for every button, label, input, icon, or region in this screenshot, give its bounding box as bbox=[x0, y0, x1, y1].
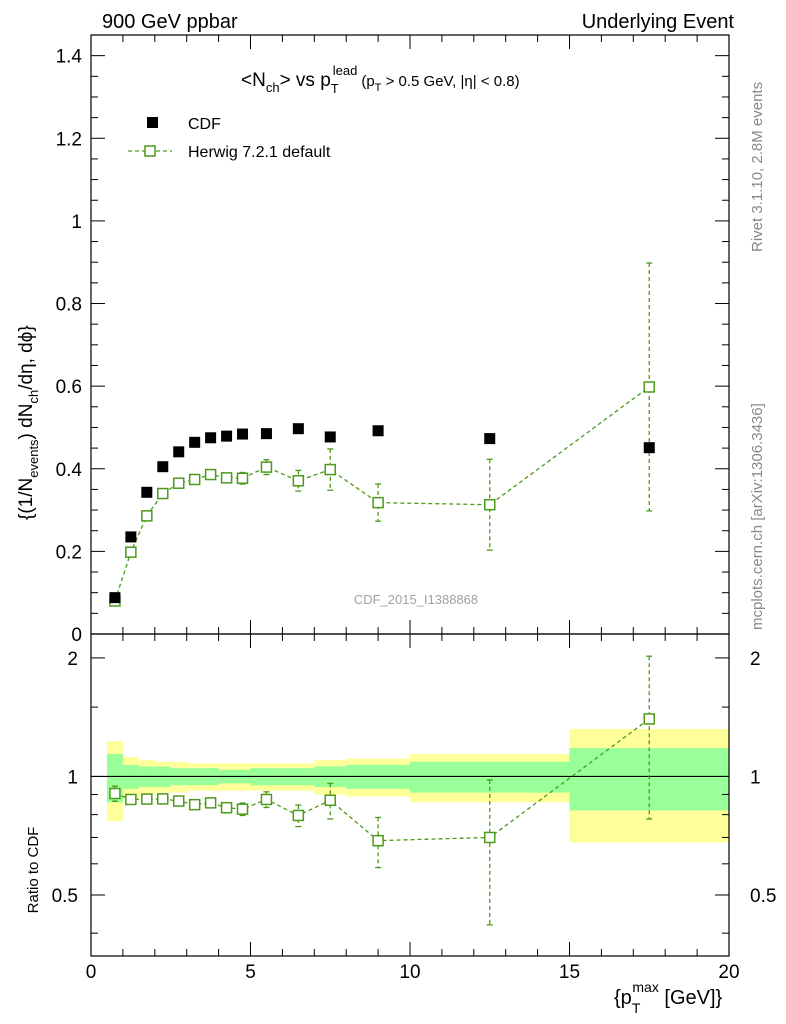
header-right: Underlying Event bbox=[582, 11, 735, 33]
cdf-data-point bbox=[109, 592, 121, 604]
legend-cdf-label: CDF bbox=[188, 116, 221, 133]
ratio-y-tick-label-right: 0.5 bbox=[750, 886, 776, 907]
main-y-tick-label: 0 bbox=[71, 625, 82, 646]
cdf-data-point bbox=[141, 486, 153, 498]
main-y-tick-label: 1.4 bbox=[56, 47, 83, 68]
cdf-data-point bbox=[189, 436, 201, 448]
ratio-y-axis-label: Ratio to CDF bbox=[25, 827, 42, 914]
x-tick-label: 5 bbox=[245, 962, 256, 983]
herwig-ratio-point bbox=[204, 797, 217, 809]
herwig-ratio-point bbox=[172, 795, 185, 807]
herwig-ratio-point bbox=[236, 803, 249, 815]
main-y-tick-label: 1.2 bbox=[56, 129, 82, 150]
legend-herwig-marker bbox=[144, 145, 156, 157]
cdf-data-point bbox=[484, 433, 496, 445]
plot-title: <Nch> vs pTlead(pT > 0.5 GeV, |η| < 0.8) bbox=[241, 63, 520, 96]
x-axis-label: {pTmax [GeV]} bbox=[614, 979, 723, 1016]
herwig-ratio-point bbox=[292, 809, 305, 822]
main-y-axis-label: {(1/Nevents) dNch/dη, dϕ} bbox=[16, 325, 41, 520]
x-tick-label: 0 bbox=[86, 962, 97, 983]
cdf-data-point bbox=[173, 446, 185, 458]
x-tick-label: 10 bbox=[399, 962, 420, 983]
herwig-ratio-point bbox=[125, 793, 137, 806]
analysis-watermark: CDF_2015_I1388868 bbox=[354, 592, 478, 607]
cdf-data-point bbox=[157, 461, 169, 473]
axis-ticks: 0 5 10 15 20 0 0.2 0.4 0.6 0.8 1 1.2 1.4 0.5 0.5 1 1 2 2 bbox=[52, 34, 776, 983]
cdf-data-point bbox=[125, 531, 137, 543]
main-y-tick-label: 0.6 bbox=[56, 377, 82, 398]
cdf-data-point bbox=[324, 431, 336, 443]
x-tick-label: 15 bbox=[559, 962, 580, 983]
main-y-tick-label: 0.4 bbox=[56, 460, 83, 481]
main-y-tick-label: 0.2 bbox=[56, 542, 82, 563]
herwig-ratio-point bbox=[484, 831, 496, 844]
herwig-ratio-point bbox=[643, 713, 655, 725]
herwig-ratio-point bbox=[372, 834, 384, 847]
cdf-data-point bbox=[260, 428, 272, 440]
cdf-data-point bbox=[205, 432, 217, 444]
header-left: 900 GeV ppbar bbox=[102, 11, 238, 33]
legend-herwig-label: Herwig 7.2.1 default bbox=[188, 144, 331, 161]
herwig-ratio-point bbox=[188, 798, 201, 811]
cdf-data-point bbox=[643, 442, 655, 454]
herwig-main-point bbox=[204, 468, 217, 481]
herwig-main-point bbox=[172, 477, 185, 489]
mcplots-label: mcplots.cern.ch [arXiv:1306.3436] bbox=[749, 403, 766, 630]
x-tick-label: 20 bbox=[718, 962, 739, 983]
legend: CDF Herwig 7.2.1 default bbox=[128, 116, 331, 161]
herwig-main-point bbox=[324, 463, 336, 476]
herwig-main-point bbox=[220, 472, 233, 484]
legend-cdf-marker bbox=[147, 117, 158, 128]
ratio-y-tick-label-right: 2 bbox=[750, 649, 761, 670]
herwig-main-point bbox=[125, 546, 137, 558]
herwig-main-line bbox=[114, 386, 650, 602]
herwig-main-point bbox=[372, 496, 384, 509]
herwig-main-point bbox=[141, 510, 153, 522]
cdf-data-point bbox=[237, 428, 249, 440]
cdf-data-point bbox=[292, 423, 304, 435]
herwig-ratio-point bbox=[157, 793, 169, 805]
herwig-main-point bbox=[188, 473, 201, 486]
main-plot-frame bbox=[90, 34, 730, 635]
herwig-main-point bbox=[643, 381, 655, 393]
ratio-y-tick-label-right: 1 bbox=[750, 767, 761, 788]
ratio-y-tick-label-left: 1 bbox=[67, 767, 78, 788]
ratio-y-tick-label-left: 0.5 bbox=[52, 886, 78, 907]
herwig-main-point bbox=[260, 461, 273, 473]
main-y-tick-label: 1 bbox=[71, 212, 82, 233]
data-marks bbox=[109, 262, 655, 926]
main-y-tick-label: 0.8 bbox=[56, 295, 82, 316]
cdf-data-point bbox=[221, 430, 233, 442]
herwig-main-point bbox=[484, 498, 496, 511]
ratio-y-tick-label-left: 2 bbox=[67, 649, 78, 670]
ratio-uncertainty-bands bbox=[91, 728, 729, 843]
cdf-data-point bbox=[372, 425, 384, 437]
herwig-ratio-point bbox=[109, 787, 121, 800]
herwig-ratio-point bbox=[220, 801, 233, 814]
herwig-main-point bbox=[157, 487, 169, 500]
herwig-main-point bbox=[236, 472, 249, 485]
herwig-main-point bbox=[292, 474, 305, 487]
herwig-ratio-point bbox=[260, 793, 273, 806]
herwig-ratio-point bbox=[141, 793, 153, 805]
rivet-version-label: Rivet 3.1.10, 2.8M events bbox=[749, 82, 766, 252]
herwig-ratio-point bbox=[324, 794, 336, 807]
